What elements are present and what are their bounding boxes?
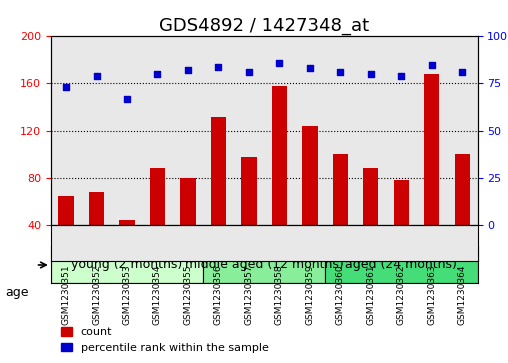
Text: middle aged (12 months): middle aged (12 months) xyxy=(185,258,343,272)
Point xyxy=(275,60,283,66)
Point xyxy=(92,73,101,79)
Point xyxy=(123,96,131,102)
Bar xyxy=(363,168,378,225)
Bar xyxy=(119,220,135,225)
Point xyxy=(184,68,192,73)
Bar xyxy=(180,178,196,225)
Text: young (2 months): young (2 months) xyxy=(72,258,182,272)
Bar xyxy=(394,180,409,225)
Point xyxy=(153,71,162,77)
FancyBboxPatch shape xyxy=(203,247,325,283)
Bar xyxy=(58,196,74,225)
Point xyxy=(367,71,375,77)
Legend: count, percentile rank within the sample: count, percentile rank within the sample xyxy=(56,323,273,358)
Bar xyxy=(333,154,348,225)
Point xyxy=(397,73,405,79)
Point xyxy=(458,69,466,75)
Bar xyxy=(424,74,439,225)
Point xyxy=(214,64,223,69)
Point xyxy=(306,65,314,71)
Bar xyxy=(89,192,104,225)
Point xyxy=(336,69,344,75)
Bar xyxy=(455,154,470,225)
Bar xyxy=(150,168,165,225)
FancyBboxPatch shape xyxy=(51,247,203,283)
Point xyxy=(428,62,436,68)
Title: GDS4892 / 1427348_at: GDS4892 / 1427348_at xyxy=(159,17,369,35)
Text: age: age xyxy=(5,286,28,299)
Point xyxy=(245,69,253,75)
FancyBboxPatch shape xyxy=(325,247,478,283)
Bar xyxy=(211,117,226,225)
Bar xyxy=(272,86,287,225)
Bar xyxy=(302,126,318,225)
Point xyxy=(62,84,70,90)
Text: aged (24 months): aged (24 months) xyxy=(345,258,457,272)
Bar xyxy=(241,157,257,225)
